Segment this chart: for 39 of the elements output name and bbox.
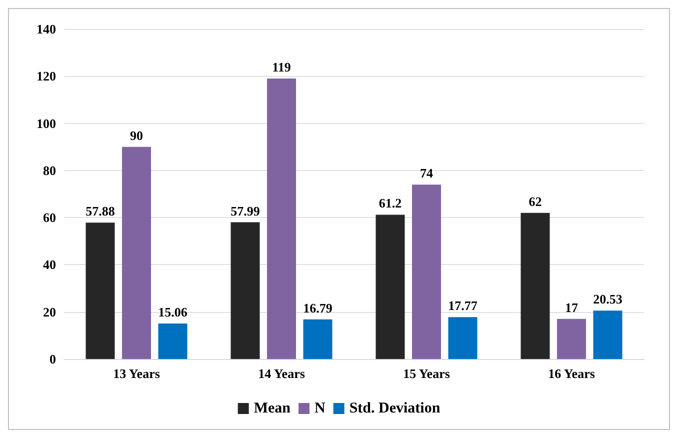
bar <box>520 212 550 359</box>
data-label: 62 <box>528 194 542 209</box>
bar <box>267 78 296 359</box>
data-label: 119 <box>272 60 292 74</box>
bar <box>412 184 441 359</box>
data-label: 20.53 <box>593 292 623 307</box>
y-tick-label: 100 <box>36 116 56 131</box>
bar <box>86 222 115 359</box>
data-label: 61.2 <box>378 196 402 211</box>
bar <box>376 214 405 359</box>
bar <box>122 146 151 359</box>
legend-label: Mean <box>254 400 292 416</box>
data-label: 17.77 <box>448 298 478 314</box>
data-label: 15.06 <box>158 304 188 320</box>
bar <box>303 319 332 359</box>
x-tick-label: 16 Years <box>548 366 595 381</box>
data-label: 57.99 <box>230 203 260 218</box>
y-tick-label: 40 <box>43 257 56 272</box>
y-tick-label: 140 <box>36 22 56 36</box>
bar <box>593 310 622 359</box>
data-label: 90 <box>130 128 143 143</box>
bar <box>557 318 586 359</box>
bar <box>158 324 188 359</box>
y-tick-label: 80 <box>43 162 56 178</box>
bar <box>448 317 478 359</box>
x-tick-label: 14 Years <box>258 366 305 381</box>
x-tick-label: 13 Years <box>113 366 160 381</box>
data-label: 57.88 <box>86 204 116 219</box>
legend-label: N <box>314 400 326 416</box>
y-tick-label: 120 <box>36 68 56 84</box>
data-label: 16.79 <box>303 300 333 316</box>
bar <box>230 222 260 359</box>
y-tick-label: 0 <box>50 352 56 366</box>
y-tick-label: 60 <box>43 210 56 226</box>
x-tick-label: 15 Years <box>403 366 450 381</box>
data-label: 17 <box>565 300 578 315</box>
data-label: 74 <box>420 166 434 181</box>
legend-label: Std. Deviation <box>349 400 441 416</box>
y-tick-label: 20 <box>43 304 56 320</box>
